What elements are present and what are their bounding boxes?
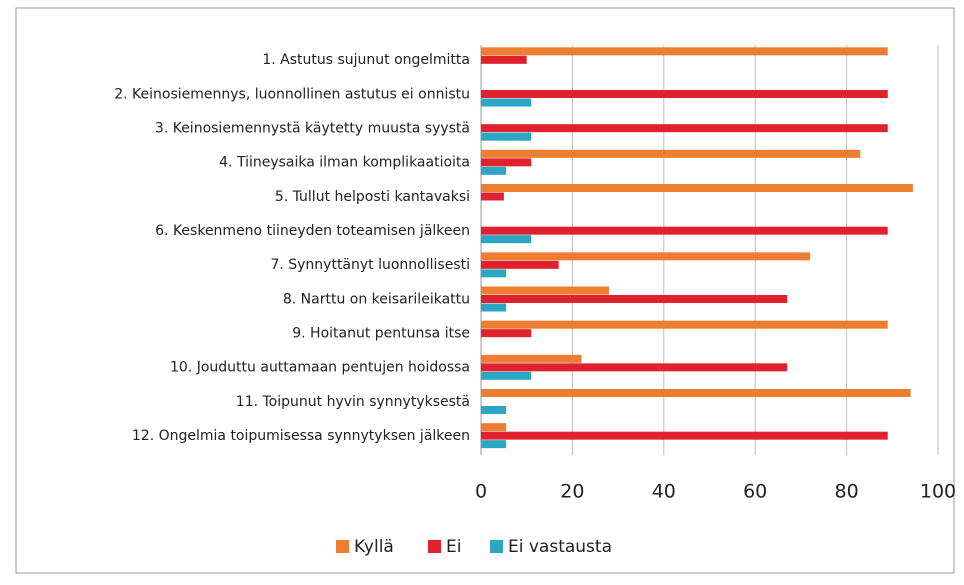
bar (481, 149, 861, 158)
bar (481, 252, 811, 261)
x-tick-label: 60 (743, 481, 767, 503)
bar (481, 184, 913, 192)
bar (481, 431, 888, 440)
bar (481, 286, 609, 295)
y-tick-label: 7. Synnyttänyt luonnollisesti (270, 257, 470, 273)
y-tick-label: 4. Tiineysaika ilman komplikaatioita (219, 155, 470, 171)
bar (481, 406, 507, 414)
y-tick-label: 12. Ongelmia toipumisessa synnytyksen jä… (132, 428, 470, 444)
bar (481, 354, 582, 363)
bar (481, 440, 507, 449)
bar (481, 371, 532, 380)
bar (481, 260, 559, 269)
legend-label: Ei vastausta (508, 537, 612, 557)
bar (481, 166, 507, 175)
bar (481, 98, 532, 107)
bar (481, 55, 527, 64)
bar (481, 90, 888, 98)
y-tick-label: 8. Narttu on keisarileikattu (283, 291, 470, 307)
y-tick-label: 11. Toipunut hyvin synnytyksestä (236, 394, 470, 410)
legend-swatch (428, 540, 441, 553)
bar (481, 423, 507, 432)
x-tick-label: 80 (835, 481, 859, 503)
x-tick-label: 20 (560, 481, 584, 503)
y-tick-label: 9. Hoitanut pentunsa itse (292, 325, 470, 341)
bar (481, 47, 888, 56)
legend-label: Ei (446, 537, 461, 557)
bar (481, 295, 788, 303)
bar (481, 235, 532, 244)
legend-swatch (490, 540, 503, 553)
y-tick-label: 1. Astutus sujunut ongelmitta (262, 52, 470, 68)
bar (481, 329, 532, 338)
bar (481, 192, 504, 201)
x-tick-label: 0 (475, 481, 487, 503)
x-tick-label: 100 (920, 481, 956, 503)
legend-label: Kyllä (354, 537, 394, 557)
bar (481, 158, 532, 167)
bar (481, 389, 911, 397)
bar (481, 363, 788, 372)
legend-swatch (336, 540, 349, 553)
bar (481, 124, 888, 133)
bar (481, 132, 532, 141)
y-tick-label: 10. Jouduttu auttamaan pentujen hoidossa (170, 360, 470, 376)
y-tick-label: 6. Keskenmeno tiineyden toteamisen jälke… (155, 223, 470, 239)
x-tick-label: 40 (652, 481, 676, 503)
bar (481, 269, 507, 278)
bar (481, 320, 888, 329)
y-tick-label: 3. Keinosiemennystä käytetty muusta syys… (155, 120, 470, 136)
y-tick-label: 2. Keinosiemennys, luonnollinen astutus … (114, 86, 470, 102)
bar (481, 226, 888, 235)
y-tick-label: 5. Tullut helposti kantavaksi (275, 189, 470, 205)
bar (481, 303, 507, 312)
